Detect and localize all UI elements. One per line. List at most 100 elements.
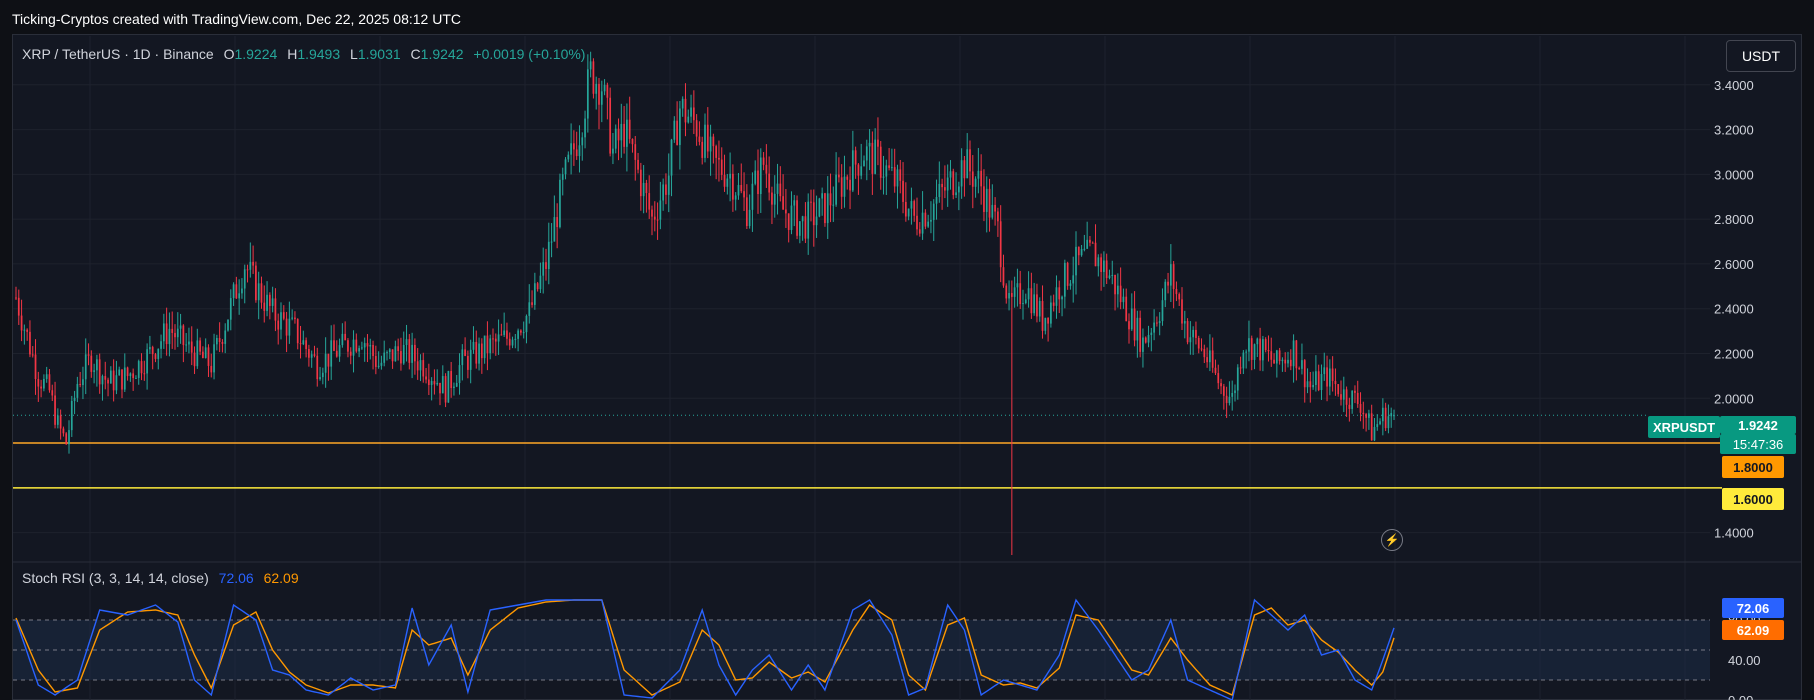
candle-body — [1027, 288, 1030, 300]
candle-body — [522, 332, 525, 334]
candle-body — [865, 146, 868, 161]
candle-body — [118, 369, 121, 376]
candle-body — [514, 338, 517, 340]
candle-body — [1013, 287, 1016, 297]
oscillator-legend: Stoch RSI (3, 3, 14, 14, close) 72.06 62… — [22, 570, 299, 586]
candle-body — [68, 430, 70, 445]
candle-body — [966, 149, 969, 179]
candle-body — [26, 329, 29, 332]
candle-body — [48, 374, 51, 391]
candle-body — [762, 157, 765, 165]
candle-body — [96, 359, 98, 371]
candle-body — [123, 367, 126, 390]
candle-body — [1192, 329, 1195, 338]
candle-body — [140, 361, 143, 374]
candle-body — [991, 204, 994, 218]
candle-body — [238, 293, 241, 299]
candle-body — [771, 192, 773, 205]
candle-body — [1236, 367, 1239, 391]
oscillator-title[interactable]: Stoch RSI (3, 3, 14, 14, close) — [22, 570, 209, 586]
candle-body — [1312, 384, 1314, 388]
candle-body — [17, 297, 20, 316]
candle-body — [210, 365, 213, 373]
candle-body — [383, 352, 386, 363]
candle-body — [553, 217, 556, 242]
candle-body — [983, 186, 985, 212]
candle-body — [190, 341, 193, 353]
candle-body — [1278, 350, 1281, 362]
candle-body — [358, 348, 360, 352]
candle-body — [508, 338, 511, 346]
candle-body — [59, 415, 62, 429]
candle-body — [1083, 248, 1086, 250]
candle-body — [801, 216, 804, 222]
candle-body — [1200, 348, 1203, 350]
candle-body — [868, 142, 871, 147]
d-value: 62.09 — [263, 570, 299, 586]
candle-body — [1259, 338, 1261, 361]
candle-body — [913, 201, 916, 216]
candle-body — [1267, 350, 1270, 352]
candle-body — [1089, 239, 1091, 243]
candle-body — [20, 315, 23, 331]
candle-body — [1348, 404, 1351, 409]
candle-body — [34, 354, 37, 380]
candle-body — [1077, 246, 1080, 256]
candle-body — [863, 160, 865, 167]
countdown-tag: 15:47:36 — [1720, 434, 1796, 454]
chart-frame[interactable] — [12, 34, 1802, 700]
candle-body — [1334, 380, 1337, 385]
candle-body — [98, 359, 101, 385]
candle-body — [581, 137, 584, 146]
candle-body — [56, 415, 59, 425]
candle-body — [455, 382, 458, 387]
candle-body — [511, 339, 514, 346]
candle-body — [143, 373, 146, 375]
candle-body — [690, 107, 692, 117]
candle-body — [394, 346, 397, 362]
candle-body — [333, 340, 335, 351]
candle-body — [930, 219, 932, 222]
candle-body — [938, 183, 941, 198]
price-tick-label: 3.2000 — [1714, 123, 1754, 138]
candle-body — [414, 344, 416, 362]
candle-body — [1245, 351, 1248, 353]
candle-body — [1292, 340, 1295, 367]
open-value: 1.9224 — [234, 46, 278, 62]
lightning-icon[interactable]: ⚡ — [1381, 529, 1403, 551]
candle-body — [1066, 262, 1069, 286]
candle-body — [146, 349, 148, 374]
candle-body — [932, 203, 935, 220]
candle-body — [341, 333, 344, 346]
candle-body — [1024, 299, 1027, 304]
candle-body — [573, 143, 575, 150]
candle-body — [606, 84, 609, 98]
price-tick-label: 1.4000 — [1714, 526, 1754, 541]
currency-button[interactable]: USDT — [1726, 40, 1796, 72]
symbol-title[interactable]: XRP / TetherUS · 1D · Binance — [22, 46, 214, 62]
candle-body — [204, 347, 207, 358]
candle-body — [263, 302, 266, 311]
candle-body — [846, 176, 849, 180]
candle-body — [1281, 359, 1284, 362]
candle-body — [748, 209, 751, 227]
candle-body — [1175, 289, 1178, 295]
candle-body — [1150, 332, 1153, 335]
candle-body — [305, 340, 307, 349]
candle-body — [151, 347, 154, 355]
low-value: 1.9031 — [357, 46, 401, 62]
candle-body — [999, 221, 1002, 268]
candle-body — [1365, 414, 1367, 418]
candle-body — [1022, 303, 1024, 305]
candle-body — [213, 344, 215, 373]
candle-body — [1091, 242, 1094, 244]
candle-body — [712, 136, 715, 147]
candle-body — [681, 98, 684, 109]
candle-body — [235, 284, 238, 299]
candle-body — [1167, 281, 1169, 286]
candle-body — [255, 265, 257, 301]
candle-body — [974, 178, 977, 187]
candle-body — [179, 325, 182, 329]
candle-body — [249, 261, 252, 270]
